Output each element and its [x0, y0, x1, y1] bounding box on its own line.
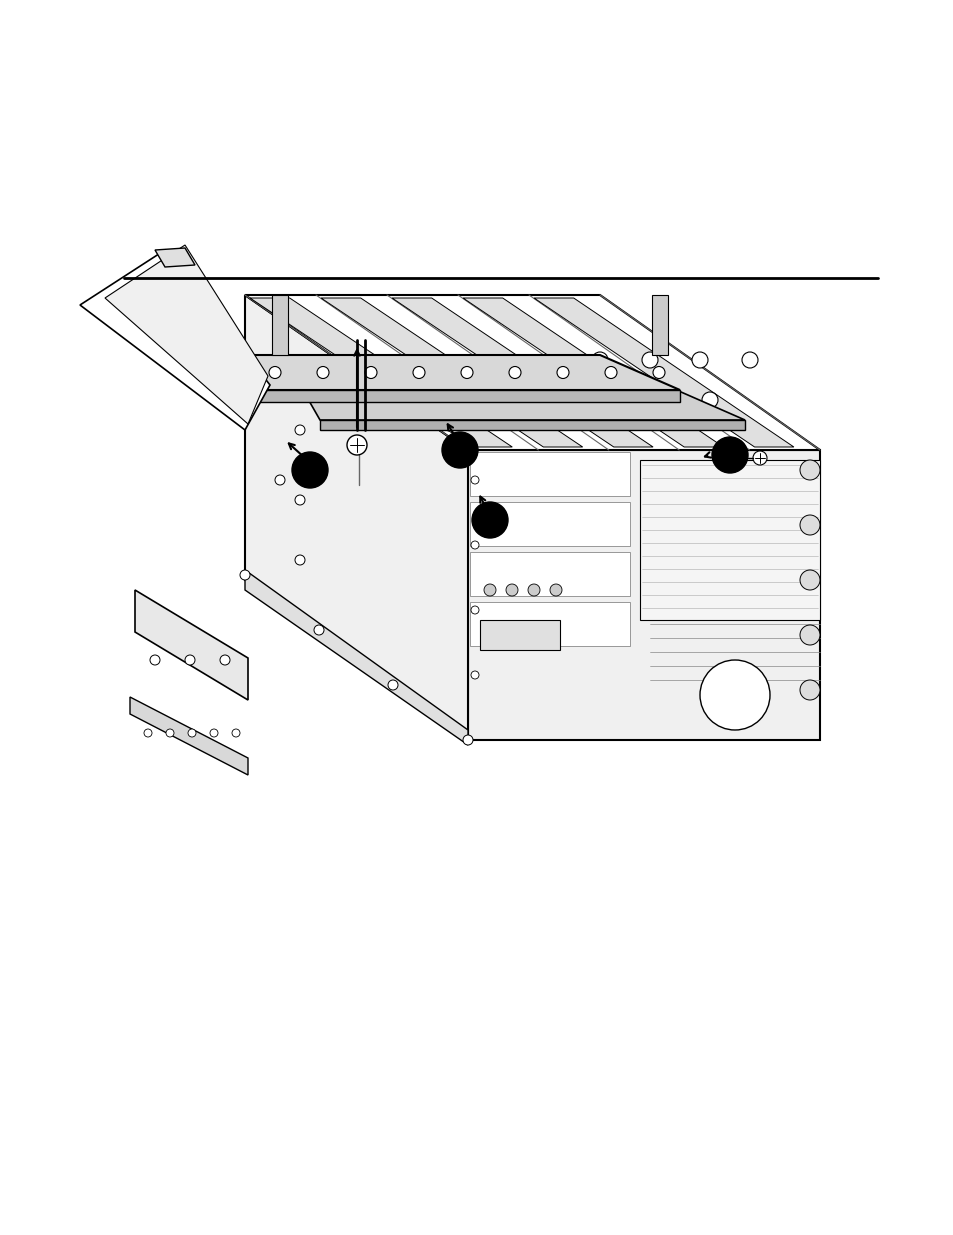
Polygon shape: [105, 245, 268, 424]
Circle shape: [232, 729, 240, 737]
Polygon shape: [250, 298, 512, 447]
Circle shape: [800, 625, 820, 645]
Circle shape: [185, 655, 194, 664]
Circle shape: [471, 475, 478, 484]
Circle shape: [460, 367, 473, 378]
Circle shape: [483, 584, 496, 597]
Circle shape: [188, 729, 195, 737]
Circle shape: [641, 352, 658, 368]
Circle shape: [441, 432, 477, 468]
Polygon shape: [470, 452, 629, 496]
Circle shape: [210, 729, 218, 737]
Circle shape: [365, 367, 376, 378]
Polygon shape: [245, 295, 820, 450]
Circle shape: [527, 584, 539, 597]
Circle shape: [144, 729, 152, 737]
Circle shape: [651, 391, 667, 408]
Circle shape: [691, 352, 707, 368]
Polygon shape: [470, 552, 629, 597]
Circle shape: [700, 659, 769, 730]
Circle shape: [741, 352, 758, 368]
Circle shape: [462, 735, 473, 745]
Polygon shape: [392, 298, 653, 447]
Circle shape: [150, 655, 160, 664]
Circle shape: [711, 437, 747, 473]
Polygon shape: [234, 354, 679, 390]
Polygon shape: [320, 298, 582, 447]
Polygon shape: [154, 248, 194, 267]
Circle shape: [413, 367, 424, 378]
Polygon shape: [479, 620, 559, 650]
Circle shape: [471, 541, 478, 550]
Circle shape: [800, 571, 820, 590]
Circle shape: [292, 452, 328, 488]
Circle shape: [800, 680, 820, 700]
Circle shape: [546, 391, 562, 408]
Circle shape: [472, 501, 507, 538]
Polygon shape: [651, 295, 667, 354]
Circle shape: [294, 425, 305, 435]
Circle shape: [471, 606, 478, 614]
Circle shape: [220, 655, 230, 664]
Polygon shape: [462, 298, 722, 447]
Polygon shape: [130, 697, 248, 776]
Circle shape: [604, 367, 617, 378]
Circle shape: [550, 584, 561, 597]
Polygon shape: [468, 450, 820, 740]
Circle shape: [166, 729, 173, 737]
Circle shape: [701, 391, 718, 408]
Polygon shape: [245, 295, 468, 740]
Circle shape: [800, 515, 820, 535]
Circle shape: [800, 459, 820, 480]
Polygon shape: [272, 295, 288, 354]
Polygon shape: [470, 501, 629, 546]
Polygon shape: [80, 249, 270, 430]
Circle shape: [752, 451, 766, 466]
Polygon shape: [299, 385, 744, 420]
Polygon shape: [319, 420, 744, 430]
Circle shape: [316, 367, 329, 378]
Polygon shape: [639, 459, 820, 620]
Polygon shape: [135, 590, 248, 700]
Circle shape: [294, 555, 305, 564]
Circle shape: [314, 625, 324, 635]
Polygon shape: [534, 298, 793, 447]
Circle shape: [471, 671, 478, 679]
Polygon shape: [254, 390, 679, 403]
Circle shape: [557, 367, 568, 378]
Circle shape: [652, 367, 664, 378]
Circle shape: [274, 475, 285, 485]
Circle shape: [509, 367, 520, 378]
Circle shape: [240, 571, 250, 580]
Polygon shape: [470, 601, 629, 646]
Circle shape: [601, 391, 618, 408]
Circle shape: [505, 584, 517, 597]
Circle shape: [388, 680, 397, 690]
Polygon shape: [245, 571, 468, 745]
Circle shape: [592, 352, 607, 368]
Circle shape: [294, 495, 305, 505]
Circle shape: [269, 367, 281, 378]
Circle shape: [347, 435, 367, 454]
